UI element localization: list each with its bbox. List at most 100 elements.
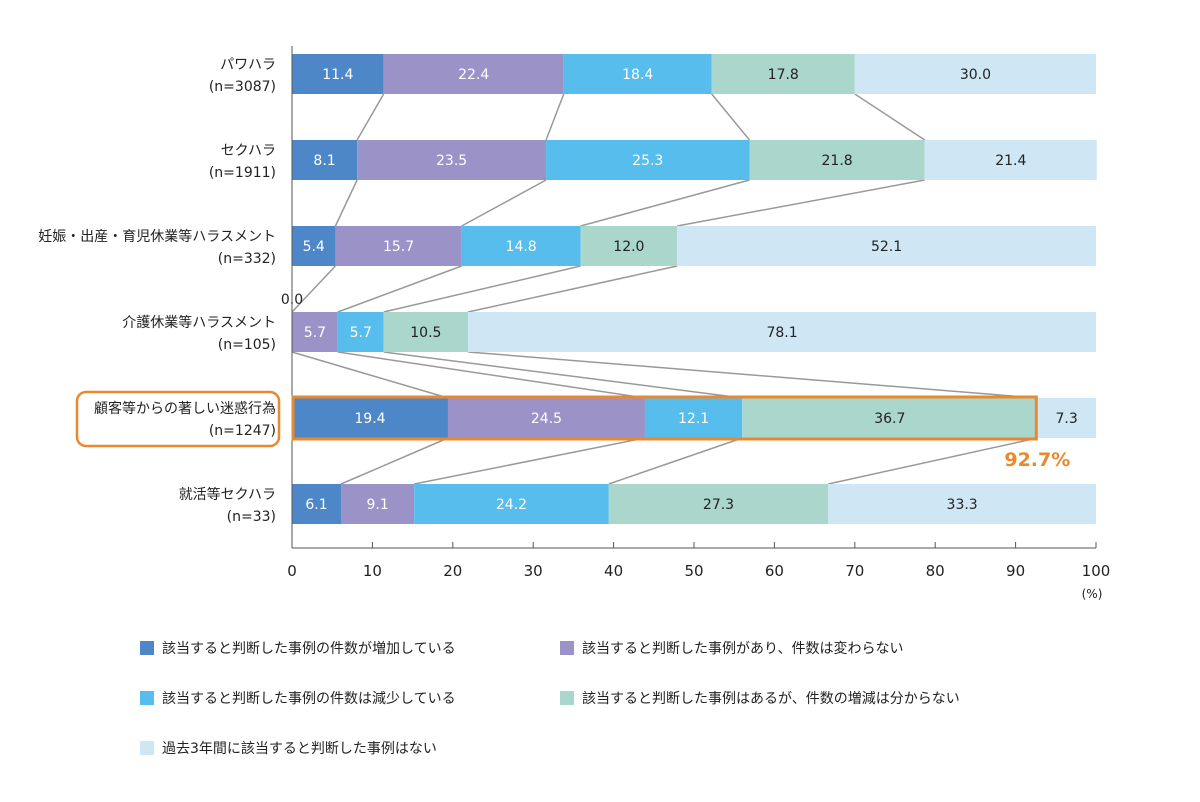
connector-line	[711, 93, 751, 141]
bar-segment	[383, 312, 469, 352]
value-label: 14.8	[506, 239, 537, 255]
legend-label: 該当すると判断した事例はあるが、件数の増減は分からない	[582, 691, 960, 707]
legend-swatch	[140, 641, 154, 655]
connector-line	[676, 179, 925, 227]
value-label: 19.4	[354, 411, 385, 427]
x-tick-label: 40	[604, 562, 623, 580]
legend-item: 該当すると判断した事例があり、件数は変わらない	[560, 638, 903, 658]
connector-line	[580, 179, 750, 227]
x-tick-label: 10	[363, 562, 382, 580]
value-label: 5.7	[350, 325, 372, 341]
bar-segment	[447, 398, 645, 438]
connector-line	[461, 179, 547, 227]
value-label: 25.3	[632, 153, 663, 169]
legend-swatch	[140, 741, 154, 755]
value-label: 18.4	[622, 67, 653, 83]
value-label: 22.4	[458, 67, 489, 83]
bar-segment	[546, 140, 750, 180]
connector-line	[467, 265, 678, 313]
x-tick-label: 0	[287, 562, 297, 580]
connector-line	[468, 351, 1038, 399]
x-axis: 0 10 20 30 40 50 60 70 80 90 100 (%)	[287, 46, 1110, 601]
bar-segment	[677, 226, 1096, 266]
bar-segment	[292, 54, 384, 94]
bar-segment	[742, 398, 1038, 438]
value-label: 27.3	[703, 497, 734, 513]
connector-line	[291, 265, 336, 313]
bar-segment	[608, 484, 829, 524]
bar-segment	[414, 484, 609, 524]
x-tick-label: 70	[845, 562, 864, 580]
bar-segment	[1037, 398, 1096, 438]
connector-line	[414, 437, 646, 485]
value-label: 7.3	[1056, 411, 1078, 427]
bar-segment	[924, 140, 1097, 180]
connector-line	[383, 265, 581, 313]
category-n-label: (n=3087)	[209, 79, 276, 95]
bar-segment	[711, 54, 855, 94]
bar-segment	[292, 312, 338, 352]
value-label: 15.7	[383, 239, 414, 255]
connector-lines	[291, 93, 1038, 485]
category-label: 妊娠・出産・育児休業等ハラスメント	[38, 228, 276, 245]
category-n-label: (n=1247)	[209, 423, 276, 439]
connector-line	[356, 93, 385, 141]
legend-label: 該当すると判断した事例の件数は減少している	[162, 691, 456, 707]
legend-label: 過去3年間に該当すると判断した事例はない	[162, 741, 437, 757]
value-label: 12.1	[678, 411, 709, 427]
connector-line	[828, 437, 1038, 485]
legend-swatch	[560, 641, 574, 655]
x-tick-label: 50	[684, 562, 703, 580]
category-label: セクハラ	[221, 143, 276, 159]
legend-label: 該当すると判断した事例があり、件数は変わらない	[582, 641, 904, 657]
category-n-label: (n=332)	[218, 251, 276, 267]
bar-segment	[749, 140, 925, 180]
value-label: 11.4	[322, 67, 353, 83]
legend-swatch	[560, 691, 574, 705]
category-n-label: (n=105)	[218, 337, 276, 353]
highlight-label-outline	[75, 390, 281, 448]
category-label: パワハラ	[220, 57, 276, 73]
x-tick-label: 80	[926, 562, 945, 580]
bar-segment	[828, 484, 1096, 524]
bars: 11.4 22.4 18.4 17.8 30.0 8.1 23.5 25.3 21.8 21.4 5…	[281, 54, 1097, 524]
value-label: 8.1	[313, 153, 335, 169]
connector-line	[608, 437, 743, 485]
bar-segment	[461, 226, 581, 266]
category-label: 介護休業等ハラスメント	[122, 314, 276, 331]
bar-segment	[383, 54, 564, 94]
category-label: 就活等セクハラ	[179, 486, 276, 503]
bar-segment	[292, 484, 342, 524]
connector-line	[383, 351, 743, 399]
legend-item: 該当すると判断した事例の件数が増加している	[140, 638, 456, 658]
category-labels: パワハラ (n=3087) セクハラ (n=1911) 妊娠・出産・育児休業等ハラスメン…	[38, 57, 276, 525]
connector-line	[340, 437, 449, 485]
x-tick-label: 90	[1006, 562, 1025, 580]
legend-label: 該当すると判断した事例の件数が増加している	[162, 641, 456, 657]
connector-line	[337, 265, 462, 313]
legend-item: 過去3年間に該当すると判断した事例はない	[140, 738, 437, 758]
legend-item: 該当すると判断した事例はあるが、件数の増減は分からない	[560, 688, 960, 708]
value-label: 21.8	[822, 153, 853, 169]
x-unit-label: (%)	[1082, 587, 1103, 601]
value-label: 17.8	[768, 67, 799, 83]
highlight-layer: 92.7%	[75, 390, 1070, 471]
value-label: 12.0	[613, 239, 644, 255]
value-label: 33.3	[947, 497, 978, 513]
x-tick-label: 100	[1082, 562, 1111, 580]
value-label: 23.5	[436, 153, 467, 169]
value-label: 24.2	[496, 497, 527, 513]
legend-swatch	[140, 691, 154, 705]
value-label: 21.4	[995, 153, 1026, 169]
value-label: 36.7	[874, 411, 905, 427]
connector-line	[545, 93, 565, 141]
bar-segment	[341, 484, 415, 524]
x-tick-label: 60	[765, 562, 784, 580]
bar-segment	[644, 398, 743, 438]
connector-line	[854, 93, 926, 141]
bar-segment	[292, 398, 448, 438]
category-n-label: (n=33)	[227, 509, 276, 525]
highlight-bar-outline	[291, 395, 1038, 441]
legend-item: 該当すると判断した事例の件数は減少している	[140, 688, 456, 708]
bar-segment	[357, 140, 547, 180]
